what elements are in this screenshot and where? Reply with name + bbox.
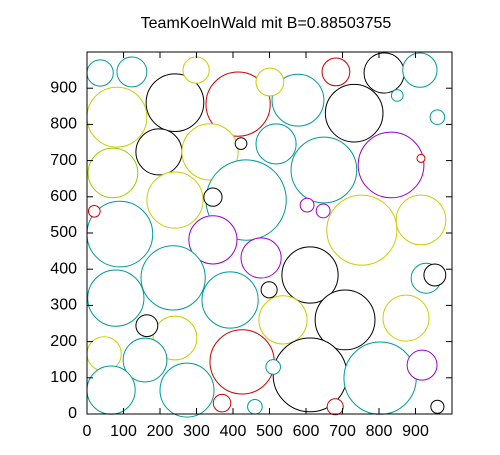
packed-circle bbox=[430, 399, 445, 414]
packed-circle bbox=[315, 203, 331, 219]
packed-circle bbox=[87, 204, 101, 218]
packed-circle bbox=[326, 398, 344, 416]
y-tick-label: 100 bbox=[50, 369, 77, 386]
packed-circle bbox=[146, 171, 204, 229]
packed-circle bbox=[281, 246, 339, 304]
y-tick-label: 600 bbox=[50, 188, 77, 205]
packed-circle bbox=[203, 187, 223, 207]
packed-circle bbox=[299, 197, 315, 213]
packed-circle bbox=[321, 57, 351, 87]
packed-circle bbox=[260, 281, 278, 299]
packed-circle bbox=[116, 56, 148, 88]
packed-circle bbox=[87, 147, 139, 199]
packed-circle bbox=[290, 136, 358, 204]
x-tick-label: 400 bbox=[220, 423, 247, 440]
y-tick-label: 700 bbox=[50, 152, 77, 169]
x-tick-label: 200 bbox=[147, 423, 174, 440]
x-tick-label: 500 bbox=[256, 423, 283, 440]
packed-circle bbox=[122, 337, 168, 383]
packed-circle bbox=[363, 52, 405, 94]
packed-circle bbox=[234, 137, 248, 150]
y-tick-label: 400 bbox=[50, 260, 77, 277]
packed-circle bbox=[357, 131, 425, 199]
packed-circle bbox=[86, 86, 148, 148]
x-tick-label: 300 bbox=[183, 423, 210, 440]
packed-circle bbox=[258, 295, 308, 345]
y-tick-label: 300 bbox=[50, 297, 77, 314]
packed-circle bbox=[87, 269, 145, 327]
x-tick-label: 0 bbox=[83, 423, 92, 440]
packed-circle bbox=[265, 359, 281, 375]
x-tick-label: 800 bbox=[366, 423, 393, 440]
y-tick-label: 0 bbox=[68, 405, 77, 422]
packed-circle bbox=[314, 289, 376, 351]
packed-circle bbox=[135, 314, 159, 338]
packed-circle bbox=[382, 294, 430, 342]
packed-circle bbox=[209, 329, 275, 395]
packed-circle bbox=[271, 73, 325, 127]
packed-circle bbox=[326, 194, 398, 266]
packed-circle bbox=[188, 215, 238, 265]
packed-circle bbox=[159, 362, 215, 418]
packed-circle bbox=[247, 398, 263, 415]
packed-circle bbox=[86, 365, 136, 415]
packed-circle bbox=[255, 67, 285, 97]
packed-circle bbox=[255, 123, 297, 165]
y-tick-label: 900 bbox=[50, 79, 77, 96]
x-tick-label: 900 bbox=[402, 423, 429, 440]
packed-circle bbox=[406, 349, 438, 381]
packed-circle bbox=[205, 71, 271, 137]
packed-circle bbox=[135, 128, 183, 176]
packed-circle bbox=[145, 73, 205, 133]
packed-circle bbox=[416, 153, 426, 163]
y-tick-label: 800 bbox=[50, 116, 77, 133]
packed-circle bbox=[423, 263, 447, 287]
packed-circle bbox=[402, 52, 438, 88]
packed-circle bbox=[324, 83, 384, 143]
x-tick-label: 600 bbox=[293, 423, 320, 440]
chart-title: TeamKoelnWald mit B=0.88503755 bbox=[141, 15, 392, 32]
packed-circle bbox=[429, 109, 446, 125]
packed-circle bbox=[390, 89, 404, 102]
packed-circle bbox=[140, 245, 206, 311]
packed-circle bbox=[212, 393, 232, 413]
packed-circle bbox=[343, 341, 417, 415]
x-tick-label: 100 bbox=[110, 423, 137, 440]
y-tick-label: 500 bbox=[50, 224, 77, 241]
packed-circle bbox=[240, 237, 282, 279]
packed-circle bbox=[201, 271, 259, 329]
packed-circle bbox=[182, 56, 210, 84]
packed-circle bbox=[395, 194, 447, 246]
packed-circle bbox=[86, 59, 114, 87]
x-tick-label: 700 bbox=[329, 423, 356, 440]
y-tick-label: 200 bbox=[50, 333, 77, 350]
